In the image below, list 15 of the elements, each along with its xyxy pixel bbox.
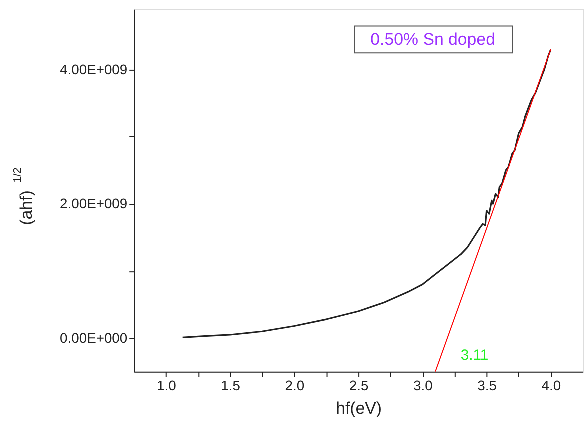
x-tick-label: 3.0 <box>414 377 434 394</box>
x-tick-label: 2.0 <box>285 377 305 394</box>
x-tick-label: 2.5 <box>349 377 369 394</box>
y-axis-title: (ahf)1/2 <box>12 168 36 226</box>
annotation: 3.11 <box>460 348 489 364</box>
x-axis-title: hf(eV) <box>336 399 382 418</box>
x-tick-label: 1.5 <box>221 377 241 394</box>
x-tick-label: 3.5 <box>478 377 498 394</box>
line-series <box>182 48 552 338</box>
x-tick-label: 4.0 <box>542 377 562 394</box>
x-tick-label: 1.0 <box>156 377 177 394</box>
annotation: 0.50% Sn doped <box>370 30 496 50</box>
y-tick-label: 4.00E+009 <box>60 61 128 78</box>
y-tick-label: 2.00E+009 <box>60 196 128 212</box>
y-tick-label: 0.00E+000 <box>60 330 128 346</box>
